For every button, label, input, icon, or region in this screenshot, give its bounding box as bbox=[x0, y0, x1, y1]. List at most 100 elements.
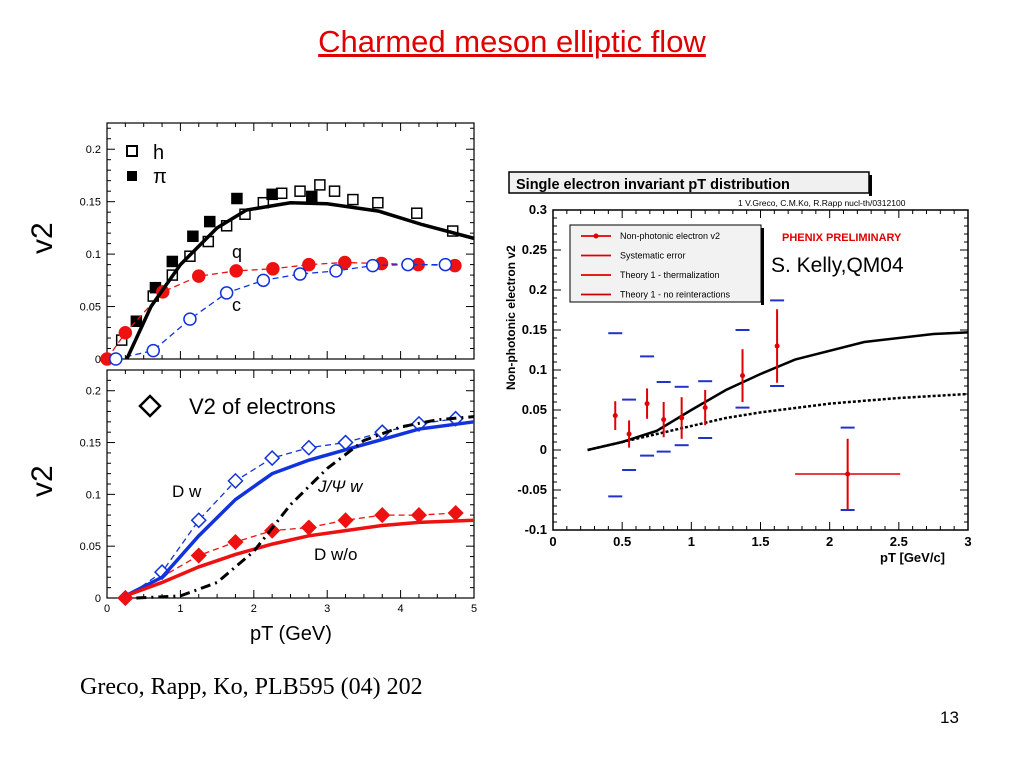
point-h bbox=[347, 193, 359, 206]
y-tick-label: -0.05 bbox=[517, 482, 547, 497]
series-line-c bbox=[115, 263, 446, 360]
y-tick-label: 0.05 bbox=[522, 402, 547, 417]
data-point bbox=[740, 373, 746, 379]
plot-frame bbox=[106, 122, 475, 360]
point-- bbox=[166, 255, 179, 268]
x-tick-label: 0 bbox=[104, 603, 110, 615]
page-number: 13 bbox=[940, 708, 959, 727]
point-- bbox=[187, 230, 199, 243]
y-tick-label: -0.1 bbox=[525, 522, 547, 537]
x-tick-label: 3 bbox=[324, 603, 330, 615]
point-electrons-d-w bbox=[264, 450, 281, 467]
data-point bbox=[661, 417, 667, 423]
x-tick-label: 1 bbox=[177, 603, 183, 615]
bottom-panel: 0 0.05 0.1 0.15 0.2 0 1 2 3 4 5 bbox=[80, 369, 477, 615]
right-y-axis-label: Non-photonic electron v2 bbox=[504, 245, 518, 390]
legend-filled-square-icon bbox=[127, 171, 137, 181]
point-h bbox=[314, 179, 326, 191]
data-point bbox=[702, 405, 708, 411]
y-tick-label: 0.2 bbox=[86, 386, 101, 398]
y-tick-label: 0.15 bbox=[80, 197, 101, 209]
data-point bbox=[626, 431, 632, 437]
right-chart-title: Single electron invariant pT distributio… bbox=[516, 177, 790, 193]
point-h bbox=[294, 185, 306, 197]
legend-items: Non-photonic electron v2 Systematic error… bbox=[581, 231, 731, 300]
x-tick-label: 3 bbox=[964, 534, 971, 549]
y-tick-label: 0.1 bbox=[529, 362, 547, 377]
slide-title: Charmed meson elliptic flow bbox=[318, 24, 706, 59]
y-tick-label: 0.15 bbox=[80, 438, 101, 450]
x-tick-label: 5 bbox=[471, 603, 477, 615]
annotation-q: q bbox=[232, 242, 242, 262]
data-point bbox=[774, 343, 780, 349]
point-c bbox=[293, 267, 307, 281]
point-electrons-d-w bbox=[190, 512, 207, 529]
legend-pi: π bbox=[153, 166, 167, 188]
phenix-preliminary: PHENIX PRELIMINARY bbox=[782, 232, 902, 244]
legend-entry: Theory 1 - no reinteractions bbox=[620, 290, 731, 300]
data-point bbox=[679, 415, 685, 421]
point-q bbox=[338, 255, 352, 270]
y-tick-label: 0.1 bbox=[86, 249, 101, 261]
x-tick-label: 0.5 bbox=[613, 534, 631, 549]
point-c bbox=[146, 343, 160, 358]
bottom-y-axis-label: v2 bbox=[26, 465, 59, 497]
legend-electrons: V2 of electrons bbox=[189, 394, 336, 419]
legend-entry: Systematic error bbox=[620, 251, 686, 261]
annotation-d-wo: D w/o bbox=[314, 545, 357, 564]
legend-entry: Theory 1 - thermalization bbox=[620, 270, 720, 280]
point-h bbox=[372, 196, 384, 209]
citation: Greco, Rapp, Ko, PLB595 (04) 202 bbox=[80, 674, 423, 700]
bottom-x-axis-label: pT (GeV) bbox=[250, 623, 332, 645]
annotation-d-w: D w bbox=[172, 482, 202, 501]
x-tick-label: 2 bbox=[826, 534, 833, 549]
series-line-d-w bbox=[124, 420, 475, 598]
point-- bbox=[130, 315, 143, 327]
point-c bbox=[438, 257, 453, 272]
y-tick-label: 0.05 bbox=[80, 541, 101, 553]
data-point bbox=[612, 413, 618, 419]
y-tick-label: 0 bbox=[95, 593, 101, 605]
point-h bbox=[410, 207, 423, 219]
y-tick-label: 0 bbox=[95, 354, 101, 366]
y-tick-label: 0.15 bbox=[522, 322, 547, 337]
point-electrons-d-w-o bbox=[227, 533, 244, 551]
series-line-j-w bbox=[136, 415, 475, 600]
author-label: S. Kelly,QM04 bbox=[771, 254, 904, 277]
y-tick-label: 0.2 bbox=[86, 144, 101, 156]
point-c bbox=[109, 352, 123, 366]
annotation-jpsi-w: J/Ψ w bbox=[317, 477, 364, 496]
legend-open-diamond-icon bbox=[138, 394, 162, 418]
x-tick-label: 0 bbox=[549, 534, 556, 549]
point-electrons-d-w bbox=[227, 472, 244, 489]
y-tick-label: 0.3 bbox=[529, 202, 547, 217]
point-electrons-d-w-o bbox=[337, 512, 354, 529]
point-- bbox=[231, 192, 243, 205]
x-tick-label: 1.5 bbox=[751, 534, 769, 549]
point-electrons-d-w-o bbox=[374, 507, 391, 524]
point-- bbox=[306, 190, 318, 203]
point-q bbox=[229, 264, 243, 278]
legend-marker-icon bbox=[593, 233, 599, 239]
right-x-axis-label: pT [GeV/c] bbox=[880, 550, 945, 565]
right-reference: 1 V.Greco, C.M.Ko, R.Rapp nucl-th/031210… bbox=[738, 198, 906, 208]
point-- bbox=[204, 215, 216, 228]
point-- bbox=[266, 188, 278, 201]
x-tick-label: 4 bbox=[398, 603, 404, 615]
title-shadow bbox=[869, 175, 872, 196]
x-tick-label: 2 bbox=[251, 603, 257, 615]
point-electrons-d-w bbox=[300, 439, 317, 456]
point-c bbox=[401, 257, 415, 272]
legend-entry: Non-photonic electron v2 bbox=[620, 231, 720, 241]
point-q bbox=[302, 257, 316, 272]
annotation-c: c bbox=[232, 295, 241, 315]
legend-h: h bbox=[153, 142, 164, 164]
y-tick-label: 0 bbox=[540, 442, 547, 457]
point-q bbox=[192, 269, 206, 283]
legend-shadow bbox=[761, 228, 764, 305]
data-point bbox=[644, 401, 650, 407]
y-tick-label: 0.2 bbox=[529, 282, 547, 297]
point-electrons-d-w-o bbox=[190, 547, 207, 564]
